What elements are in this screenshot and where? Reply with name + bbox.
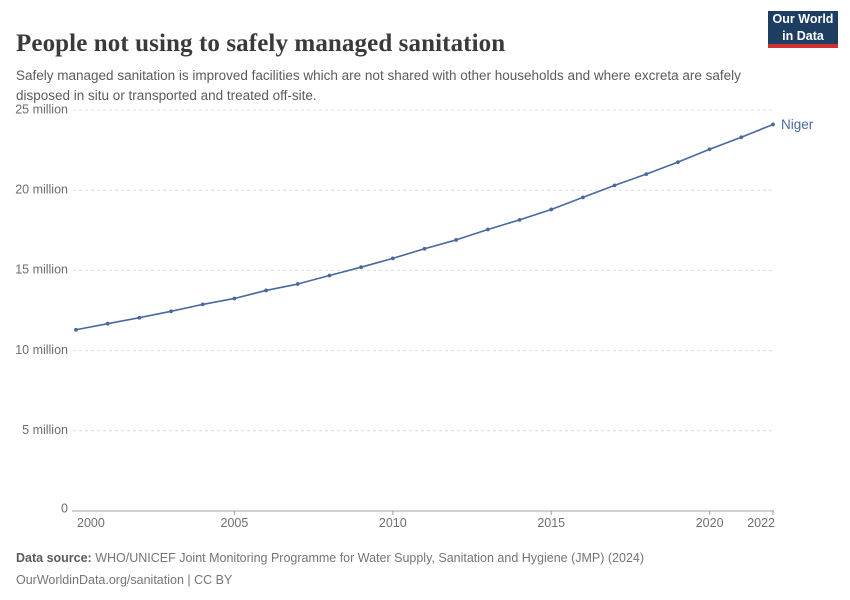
data-point [295,282,300,286]
data-point [232,296,237,301]
x-axis-label: 2020 [696,516,724,530]
data-point [612,183,617,188]
data-point [644,172,649,177]
data-point [454,238,459,242]
data-point [169,309,173,314]
owid-logo-line2: in Data [782,28,824,43]
data-source-label: Data source: [16,551,92,565]
y-axis-label: 20 million [15,182,68,196]
data-point [359,265,364,270]
x-axis-label: 2022 [747,516,775,530]
y-axis-label: 15 million [15,263,68,277]
data-point [771,122,775,127]
data-source-line: Data source: WHO/UNICEF Joint Monitoring… [16,547,644,569]
x-axis-label: 2005 [221,516,249,530]
data-point [549,207,554,212]
data-point [422,246,427,251]
data-point [485,227,490,232]
data-point [390,256,395,261]
owid-logo-line1: Our World [772,12,834,27]
chart-footer: Data source: WHO/UNICEF Joint Monitoring… [16,547,644,591]
x-axis-label: 2010 [379,516,407,530]
owid-logo[interactable]: Our World in Data [768,11,838,48]
license-line: OurWorldinData.org/sanitation | CC BY [16,573,233,587]
chart-title: People not using to safely managed sanit… [16,29,506,57]
data-point [581,195,585,200]
y-axis-label: 5 million [22,423,68,437]
y-axis-label: 10 million [15,343,68,357]
data-point [676,160,680,165]
data-point [137,315,142,320]
y-axis-label: 25 million [15,102,68,116]
data-point [200,302,205,307]
data-point [739,135,744,140]
data-point [327,273,332,278]
series-label-niger[interactable]: Niger [781,117,814,132]
x-axis-label: 2015 [537,516,565,530]
data-point [74,327,78,332]
data-point [264,288,268,293]
chart-subtitle: Safely managed sanitation is improved fa… [16,67,741,103]
x-axis-label: 2000 [77,516,105,530]
y-axis-label: 0 [61,501,68,515]
data-source-text: WHO/UNICEF Joint Monitoring Programme fo… [91,551,645,565]
data-point [707,147,712,152]
data-point [517,217,522,222]
series-line-niger [75,123,774,331]
data-point [105,321,110,326]
